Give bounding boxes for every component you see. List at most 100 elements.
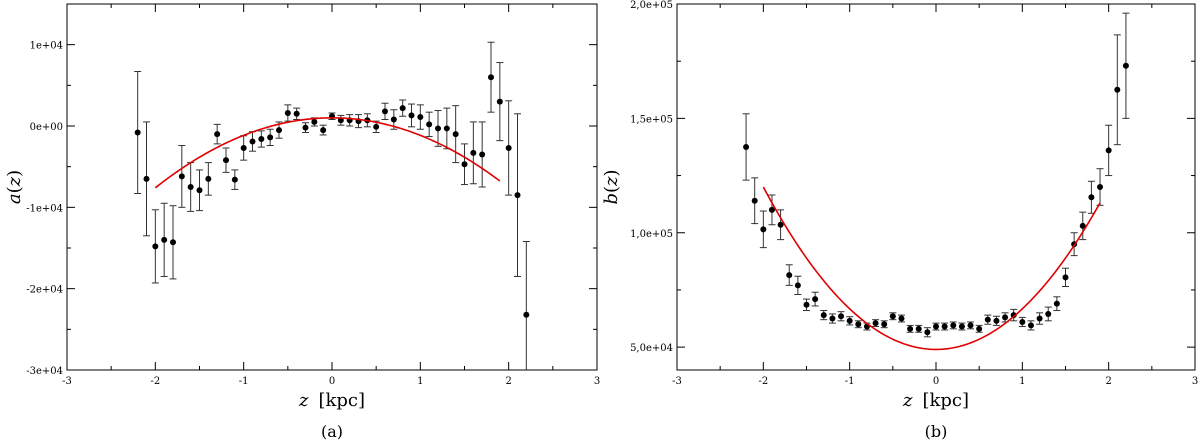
- chart-a-data-point: [461, 161, 468, 168]
- chart-b-data-point: [751, 197, 758, 204]
- chart-a-y-tick-label: 0e+00: [30, 122, 63, 133]
- chart-a-y-axis-title: a(z): [4, 170, 25, 204]
- chart-b-data-point: [872, 320, 879, 327]
- chart-a-data-point: [514, 192, 521, 199]
- chart-a-x-tick-label: 2: [505, 376, 511, 387]
- chart-a-data-point: [161, 236, 168, 243]
- chart-a-data-point: [505, 144, 512, 151]
- chart-a-data-point: [152, 243, 159, 250]
- chart-b-data-point: [881, 321, 888, 328]
- chart-a-data-point: [417, 114, 424, 121]
- chart-a-data-point: [196, 187, 203, 194]
- chart-a-data-point: [143, 175, 150, 182]
- chart-a-y-tick-label: 1e+04: [30, 41, 63, 52]
- chart-b-data-point: [1010, 312, 1017, 319]
- chart-a-x-tick-label: -2: [150, 376, 160, 387]
- chart-a-x-tick-label: 0: [329, 376, 335, 387]
- chart-b-data-point: [1062, 274, 1069, 281]
- chart-a-data-point: [382, 108, 388, 115]
- chart-b-data-point: [898, 315, 905, 322]
- chart-b-data-point: [803, 301, 810, 308]
- chart-a-data-point: [302, 124, 309, 131]
- chart-b-x-axis-unit: [kpc]: [922, 390, 969, 411]
- chart-a-data-point: [284, 109, 291, 116]
- chart-a-data-point: [258, 136, 265, 143]
- chart-panel-b: -3 -2 -1 0 1 2 3 5,0e+04 1,0e+05 1,5e+05 2,0e+05 z […: [601, 0, 1198, 441]
- chart-a-data-point: [373, 123, 380, 130]
- chart-b-x-tick-label: -2: [758, 376, 768, 387]
- chart-b-y-tick-label: 1,0e+05: [630, 229, 673, 240]
- chart-a-data-point: [134, 129, 141, 136]
- chart-a-data-point: [293, 110, 300, 117]
- chart-b-data-point: [1088, 194, 1095, 201]
- chart-b-data-point: [1019, 318, 1026, 325]
- chart-a-data-point: [170, 239, 176, 246]
- chart-b-y-axis-arg: z: [601, 176, 622, 187]
- chart-b-x-tick-label: 3: [1192, 376, 1198, 387]
- chart-b-data-point: [838, 313, 845, 320]
- chart-b-data-point: [1105, 147, 1112, 154]
- chart-a-data-layer: [134, 41, 530, 370]
- chart-panel-a: -3 -2 -1 0 1 2 3 -3e+04 -2e+04 -1e+04 0e+00 1e+04 z […: [4, 3, 600, 441]
- chart-b-data-point: [855, 321, 862, 328]
- chart-a-data-point: [231, 176, 238, 183]
- chart-a-fit-curve: [154, 117, 501, 189]
- chart-b-data-point: [760, 226, 767, 233]
- chart-b-data-point: [786, 272, 793, 279]
- chart-b-data-point: [915, 325, 922, 332]
- chart-a-data-point: [443, 125, 450, 132]
- chart-a-x-axis-title: z [kpc]: [298, 390, 365, 411]
- chart-a-y-tick-label: -3e+04: [26, 366, 63, 377]
- chart-b-data-point: [993, 317, 1000, 324]
- chart-b-data-point: [976, 325, 983, 332]
- chart-a-data-point: [523, 311, 530, 318]
- chart-a-data-point: [240, 144, 247, 151]
- chart-a-data-point: [479, 151, 486, 158]
- chart-a-x-axis-unit: [kpc]: [318, 390, 365, 411]
- chart-b-data-point: [1002, 314, 1009, 321]
- chart-a-data-point: [249, 138, 256, 145]
- chart-b-fit-curve: [762, 186, 1101, 351]
- chart-b-data-point: [1036, 315, 1043, 322]
- chart-a-y-axis-arg: z: [4, 176, 25, 187]
- chart-b-y-axis-paren-close: ): [601, 169, 622, 176]
- chart-b-y-tick-label: 2,0e+05: [630, 0, 673, 11]
- chart-b-x-tick-label: 1: [1019, 376, 1025, 387]
- chart-a-data-point: [214, 131, 221, 138]
- chart-a-x-tick-label: -1: [239, 376, 249, 387]
- chart-b-data-point: [1027, 322, 1034, 329]
- chart-a-data-point: [408, 112, 415, 119]
- chart-b-x-tick-label: -3: [672, 376, 682, 387]
- chart-b-y-axis-title: b(z): [601, 169, 622, 204]
- chart-b-x-tick-label: -1: [845, 376, 855, 387]
- chart-b-y-axis-var: b: [601, 193, 622, 205]
- chart-a-data-point: [223, 157, 229, 164]
- chart-b-x-tick-label: 0: [933, 376, 939, 387]
- chart-a-data-point: [390, 116, 397, 123]
- chart-b-data-layer: [742, 12, 1130, 351]
- chart-a-data-point: [276, 127, 282, 134]
- chart-b-data-point: [950, 322, 957, 329]
- chart-b-data-point: [794, 282, 801, 289]
- chart-a-data-point: [187, 184, 194, 190]
- chart-a-data-point: [452, 131, 459, 138]
- chart-a-y-axis-paren-close: ): [4, 170, 25, 177]
- chart-b-x-axis-var: z: [902, 390, 913, 411]
- chart-a-panel-label: (a): [321, 422, 343, 441]
- chart-b-data-point: [941, 323, 948, 330]
- chart-b-panel-label: (b): [925, 422, 948, 441]
- chart-a-x-tick-label: -3: [62, 376, 72, 387]
- chart-b-data-point: [777, 221, 784, 228]
- chart-b-data-point: [924, 329, 931, 336]
- chart-b-data-point: [1114, 86, 1121, 93]
- chart-b-y-tick-label: 1,5e+05: [630, 114, 673, 125]
- chart-a-y-tick-label: -1e+04: [26, 203, 63, 214]
- chart-b-data-point: [829, 315, 836, 322]
- chart-b-data-point: [768, 206, 775, 213]
- chart-b-data-point: [889, 313, 896, 320]
- chart-a-y-tick-label: -2e+04: [26, 285, 63, 296]
- chart-b-data-point: [958, 323, 965, 330]
- chart-b-data-point: [1045, 310, 1052, 317]
- chart-a-x-tick-label: 1: [417, 376, 423, 387]
